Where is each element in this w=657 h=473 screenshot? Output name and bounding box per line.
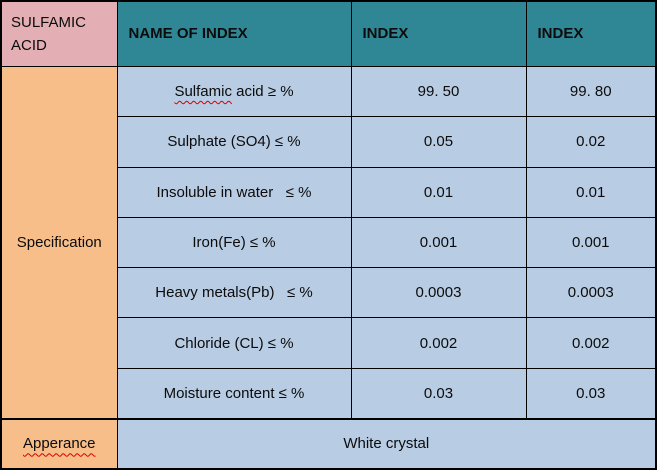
specification-cell: Specification — [0, 65, 118, 420]
index-value-1: 0.001 — [419, 234, 458, 251]
index-value-2-cell: 99. 80 — [525, 65, 657, 118]
index-value-1-cell: 0.001 — [350, 216, 527, 269]
index-value-1-cell: 99. 50 — [350, 65, 527, 118]
table-row-sulphate: Sulphate (SO4) ≤ % 0.05 0.02 — [1, 116, 657, 168]
index-value-2-cell: 0.002 — [525, 317, 657, 369]
index-value-2: 0.0003 — [567, 284, 614, 302]
index-value-1: 0.03 — [423, 384, 454, 402]
table-row-sulfamic-acid: Specification Sulfamic acid ≥ % 99. 50 9… — [0, 65, 657, 420]
corner-cell-product-title: SULFAMIC ACID — [0, 0, 118, 67]
table-row-iron: Iron(Fe) ≤ % 0.001 0.001 — [1, 216, 657, 269]
index-name-label: Moisture content ≤ % — [163, 384, 305, 402]
header-index-1-label: INDEX — [362, 25, 409, 43]
header-index-1: INDEX — [350, 0, 527, 67]
header-name-of-index-label: NAME OF INDEX — [128, 25, 248, 43]
index-value-2-cell: 0.001 — [525, 216, 657, 269]
header-name-of-index: NAME OF INDEX — [116, 0, 352, 67]
index-value-2: 0.001 — [571, 234, 610, 251]
index-name-misspelled-word: Sulfamic — [174, 83, 232, 101]
index-name-label: acid ≥ % — [231, 83, 294, 101]
index-value-2: 0.01 — [576, 183, 606, 201]
table-row-heavy-metals: Heavy metals(Pb) ≤ % 0.0003 0.0003 — [1, 267, 657, 319]
index-value-1-cell: 0.03 — [350, 367, 527, 420]
appearance-value: White crystal — [343, 435, 430, 453]
index-value-2: 0.03 — [576, 384, 606, 402]
index-value-2-cell: 0.0003 — [525, 267, 657, 319]
index-value-2: 0.02 — [576, 133, 606, 151]
appearance-label: Apperance — [22, 435, 96, 453]
index-value-1-cell: 0.05 — [350, 116, 527, 168]
index-value-1: 99. 50 — [417, 83, 460, 101]
index-value-2: 0.002 — [571, 334, 610, 352]
appearance-label-cell: Apperance — [0, 417, 118, 470]
index-name-label: Insoluble in water ≤ % — [156, 183, 312, 201]
index-name-cell: Insoluble in water ≤ % — [116, 166, 352, 218]
index-value-1: 0.01 — [423, 183, 454, 201]
index-value-2-cell: 0.03 — [525, 367, 657, 420]
header-row: SULFAMIC ACID NAME OF INDEX INDEX INDEX — [0, 0, 657, 67]
index-value-1: 0.002 — [419, 334, 458, 352]
index-value-1-cell: 0.002 — [350, 317, 527, 369]
index-value-1-cell: 0.0003 — [350, 267, 527, 319]
table-row-appearance: Apperance White crystal — [0, 417, 657, 470]
specification-label: Specification — [16, 233, 102, 251]
index-value-1: 0.05 — [423, 133, 454, 151]
index-name-label: Iron(Fe) ≤ % — [192, 234, 276, 251]
index-name-cell: Sulphate (SO4) ≤ % — [116, 116, 352, 168]
index-value-2-cell: 0.01 — [525, 166, 657, 218]
index-value-1: 0.0003 — [415, 284, 462, 302]
header-index-2-label: INDEX — [537, 25, 584, 43]
header-index-2: INDEX — [525, 0, 657, 67]
index-value-1-cell: 0.01 — [350, 166, 527, 218]
index-name-cell: Chloride (CL) ≤ % — [116, 317, 352, 369]
product-title: SULFAMIC ACID — [11, 13, 87, 54]
appearance-value-cell: White crystal — [116, 417, 657, 470]
index-name-cell: Iron(Fe) ≤ % — [116, 216, 352, 269]
index-name-cell: Sulfamic acid ≥ % — [116, 65, 352, 118]
index-name-label: Chloride (CL) ≤ % — [174, 334, 294, 352]
index-value-2-cell: 0.02 — [525, 116, 657, 168]
index-name-cell: Heavy metals(Pb) ≤ % — [116, 267, 352, 319]
index-name-label: Sulphate (SO4) ≤ % — [167, 133, 301, 151]
index-value-2: 99. 80 — [569, 83, 612, 101]
index-name-cell: Moisture content ≤ % — [116, 367, 352, 420]
table-row-insoluble: Insoluble in water ≤ % 0.01 0.01 — [1, 166, 657, 218]
index-name-label: Heavy metals(Pb) ≤ % — [155, 284, 313, 302]
